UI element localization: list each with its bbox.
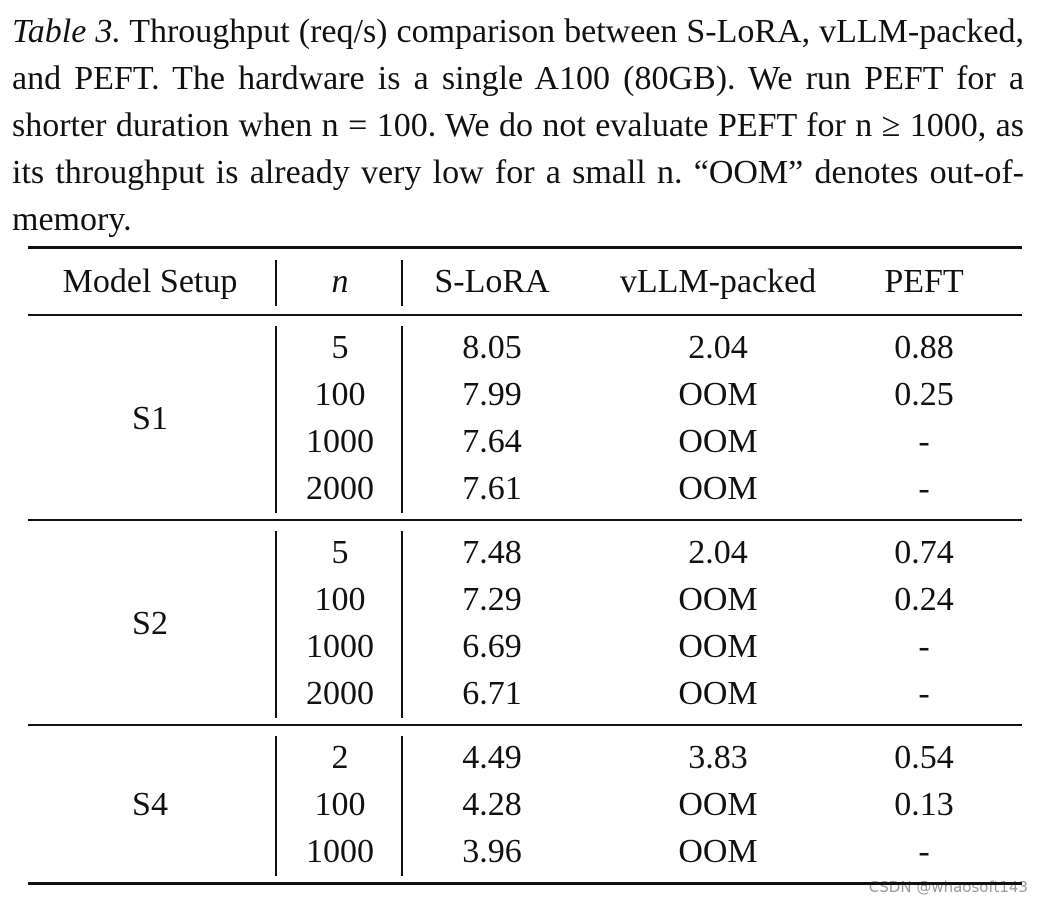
caption-label: Table 3. [12,13,121,50]
header-rule [28,314,1022,316]
table-cell: 3.83 [688,739,748,776]
table-cell: 1000 [306,423,374,460]
table-cell: 7.64 [462,423,522,460]
table-cell: 2 [331,739,349,776]
column-divider [401,260,403,306]
table-cell: 0.74 [894,534,954,571]
column-divider [401,736,403,876]
table-cell: 0.54 [894,739,954,776]
table-cell: OOM [678,581,758,618]
caption: Table 3. Throughput (req/s) comparison b… [12,8,1024,243]
table-cell: - [918,470,930,507]
group-rule [28,519,1022,521]
table-cell: OOM [678,423,758,460]
table-cell: 7.48 [462,534,522,571]
table-cell: 8.05 [462,329,522,366]
table-cell: 2000 [306,675,374,712]
table-cell: 4.28 [462,786,522,823]
header-cell: PEFT [884,263,964,300]
table-cell: OOM [678,470,758,507]
table-cell: 6.71 [462,675,522,712]
table-cell: - [918,675,930,712]
table-cell: 7.29 [462,581,522,618]
table-cell: 0.13 [894,786,954,823]
model-setup: S4 [132,786,168,823]
header-cell: vLLM-packed [619,263,817,300]
table-cell: 1000 [306,833,374,870]
table-cell: 2.04 [688,329,748,366]
header-cell: S-LoRA [434,263,550,300]
table-cell: - [918,628,930,665]
table-cell: OOM [678,786,758,823]
watermark: CSDN @whaosoft143 [868,878,1028,896]
group-rule [28,724,1022,726]
caption-text: Throughput (req/s) comparison between S-… [12,13,1024,238]
table-cell: OOM [678,833,758,870]
table-cell: OOM [678,675,758,712]
table-cell: 5 [331,329,349,366]
header-cell: n [331,263,349,300]
column-divider [401,531,403,718]
column-divider [275,260,277,306]
table-cell: 0.24 [894,581,954,618]
table-cell: 4.49 [462,739,522,776]
table-cell: - [918,423,930,460]
table-cell: 100 [314,581,366,618]
table-cell: 5 [331,534,349,571]
table-cell: - [918,833,930,870]
model-setup: S1 [132,399,168,437]
table-cell: 100 [314,786,366,823]
table-cell: 7.99 [462,376,522,413]
table-cell: 2000 [306,470,374,507]
table-cell: 100 [314,376,366,413]
model-setup: S2 [132,604,168,642]
table-cell: OOM [678,376,758,413]
table-cell: 3.96 [462,833,522,870]
column-divider [275,326,277,513]
column-divider [401,326,403,513]
table-cell: 2.04 [688,534,748,571]
table-cell: 6.69 [462,628,522,665]
table-cell: 0.25 [894,376,954,413]
top-rule [28,246,1022,249]
table-cell: 1000 [306,628,374,665]
table-cell: OOM [678,628,758,665]
header-cell: Model Setup [62,263,238,300]
column-divider [275,736,277,876]
bottom-rule [28,882,1022,885]
table-cell: 7.61 [462,470,522,507]
column-divider [275,531,277,718]
table-cell: 0.88 [894,329,954,366]
